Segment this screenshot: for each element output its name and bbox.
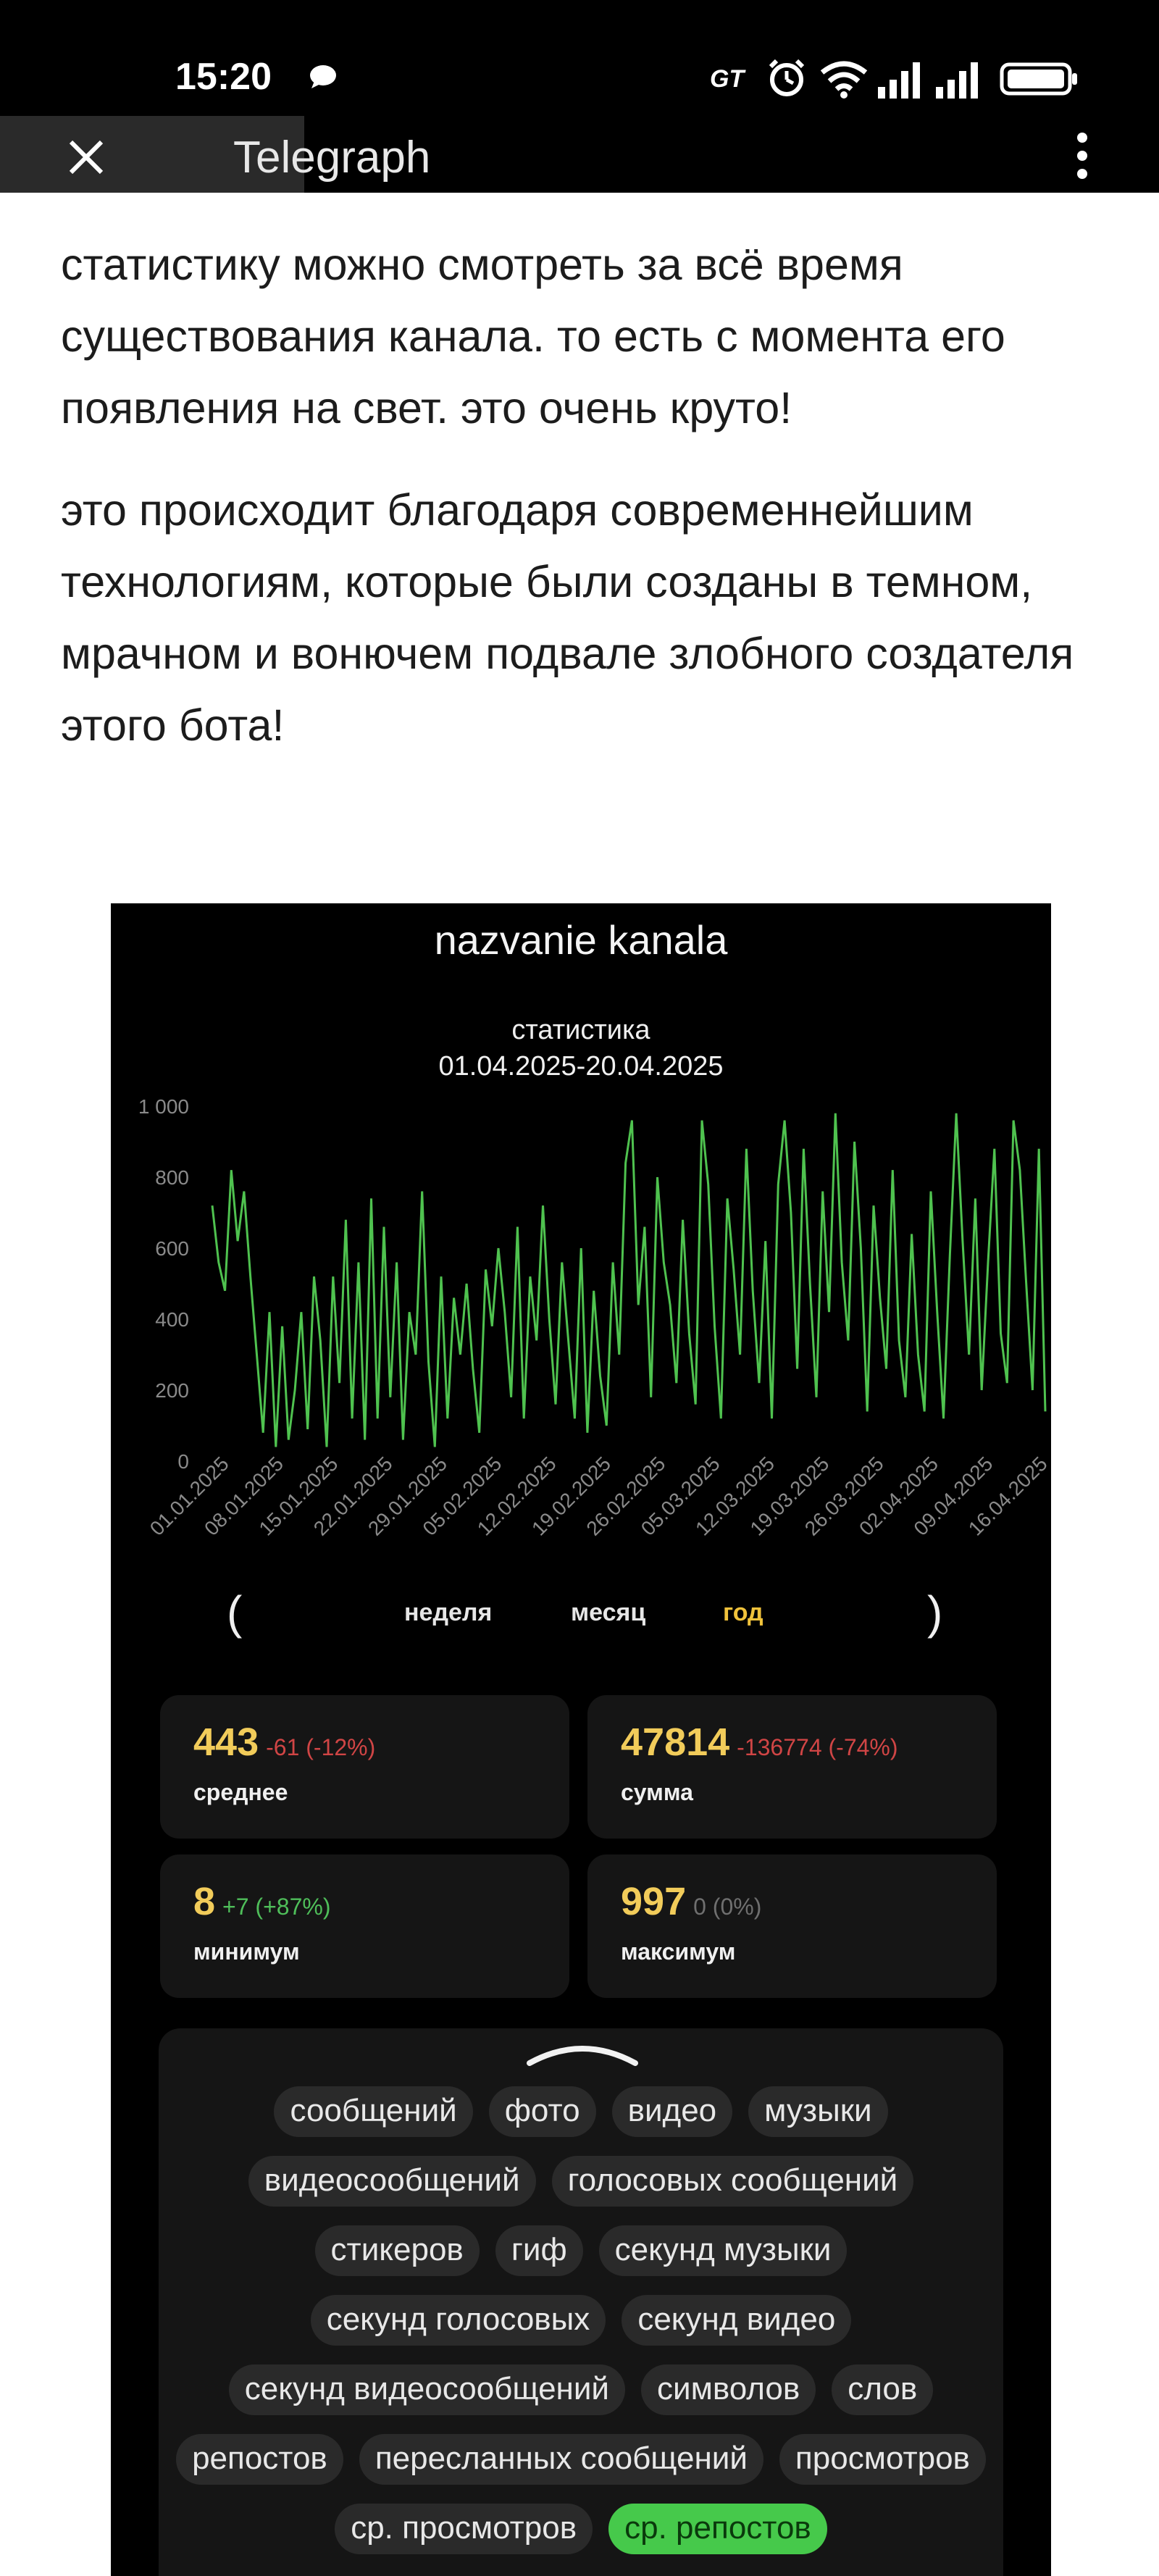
stat-max-delta: 0 (0%) [693, 1894, 762, 1920]
stat-sum-delta: -136774 (-74%) [737, 1734, 898, 1760]
metric-chip[interactable]: секунд видео [622, 2295, 852, 2346]
metric-chip[interactable]: ср. репостов [608, 2504, 827, 2554]
stat-min-value-row: 8 +7 (+87%) [193, 1879, 330, 1924]
wifi-icon [820, 61, 868, 99]
metric-chip[interactable]: видеосообщений [248, 2156, 536, 2207]
period-month[interactable]: месяц [571, 1599, 646, 1626]
stats-heading: статистика 01.04.2025-20.04.2025 [111, 1012, 1051, 1084]
y-tick-label: 0 [177, 1450, 189, 1473]
stats-screenshot: nazvanie kanala статистика 01.04.2025-20… [111, 903, 1051, 2576]
metric-chip[interactable]: секунд музыки [598, 2225, 848, 2276]
stat-max-value: 997 [621, 1880, 687, 1923]
stat-avg-value-row: 443 -61 (-12%) [193, 1720, 375, 1765]
article-paragraph: это происходит благодаря современнейшим … [61, 485, 1074, 750]
channel-title: nazvanie kanala [434, 917, 728, 963]
status-time: 15:20 [175, 56, 272, 98]
next-period-button[interactable]: ) [927, 1586, 943, 1639]
signal-icon [936, 62, 978, 99]
article-paragraph: статистику можно смотреть за всё время с… [61, 240, 1005, 432]
alarm-icon [769, 59, 805, 96]
stat-min-value: 8 [193, 1880, 216, 1923]
metric-chip[interactable]: музыки [748, 2086, 888, 2137]
status-bar: 15:20 GT [0, 0, 1159, 116]
stat-min: 8 +7 (+87%) минимум [160, 1854, 569, 1998]
metric-chip[interactable]: гиф [495, 2225, 583, 2276]
stat-sum-value: 47814 [621, 1720, 730, 1764]
y-tick-label: 200 [155, 1379, 189, 1402]
metric-chip[interactable]: фото [488, 2086, 596, 2137]
metric-chip[interactable]: ср. просмотров [335, 2504, 593, 2554]
metric-chip[interactable]: пересланных сообщений [359, 2434, 763, 2485]
stat-avg-value: 443 [193, 1720, 259, 1764]
y-tick-label: 400 [155, 1308, 189, 1331]
metric-chip[interactable]: стикеров [314, 2225, 480, 2276]
metric-chip[interactable]: видео [611, 2086, 733, 2137]
y-tick-label: 800 [155, 1166, 189, 1189]
stat-max-label: максимум [621, 1939, 736, 1965]
metric-chip[interactable]: слов [832, 2364, 934, 2415]
battery-icon [1000, 62, 1077, 96]
more-vert-icon[interactable] [1072, 130, 1092, 181]
y-tick-label: 1 000 [138, 1095, 189, 1118]
stat-avg: 443 -61 (-12%) среднее [160, 1695, 569, 1839]
series-line [211, 1113, 1047, 1447]
article-body: статистику можно смотреть за всё время с… [61, 229, 1104, 792]
metric-chip[interactable]: символов [641, 2364, 816, 2415]
stat-sum-label: сумма [621, 1779, 693, 1805]
metric-chip[interactable]: голосовых сообщений [551, 2156, 914, 2207]
stat-max: 997 0 (0%) максимум [587, 1854, 997, 1998]
stat-sum-value-row: 47814 -136774 (-74%) [621, 1720, 898, 1765]
stats-title: статистика [511, 1015, 650, 1045]
close-button-area [0, 116, 304, 193]
carrier-badge: GT [710, 65, 745, 93]
stat-min-delta: +7 (+87%) [222, 1894, 331, 1920]
app-title: Telegraph [233, 133, 431, 183]
app-bar: Telegraph [0, 116, 1159, 193]
metric-chips: сообщений фото видео музыки видеосообщений го… [159, 2086, 1003, 2554]
prev-period-button[interactable]: ( [227, 1586, 243, 1639]
metric-chip[interactable]: репостов [176, 2434, 343, 2485]
y-tick-label: 600 [155, 1237, 189, 1260]
metric-chip[interactable]: сообщений [274, 2086, 473, 2137]
metric-chips-panel: сообщений фото видео музыки видеосообщений го… [159, 2028, 1003, 2576]
stat-avg-delta: -61 (-12%) [266, 1734, 376, 1760]
metric-chip[interactable]: просмотров [779, 2434, 986, 2485]
stat-max-value-row: 997 0 (0%) [621, 1879, 761, 1924]
metric-chip[interactable]: секунд голосовых [310, 2295, 606, 2346]
metric-chip[interactable]: секунд видеосообщений [228, 2364, 625, 2415]
chevron-up-icon[interactable] [521, 2034, 644, 2070]
date-range: 01.04.2025-20.04.2025 [438, 1051, 724, 1082]
close-icon[interactable] [65, 136, 107, 178]
stat-avg-label: среднее [193, 1779, 288, 1805]
message-icon [310, 65, 336, 88]
period-week[interactable]: неделя [404, 1599, 493, 1626]
period-year[interactable]: год [723, 1599, 763, 1626]
stat-sum: 47814 -136774 (-74%) сумма [587, 1695, 997, 1839]
signal-icon [878, 62, 920, 99]
stat-min-label: минимум [193, 1939, 300, 1965]
